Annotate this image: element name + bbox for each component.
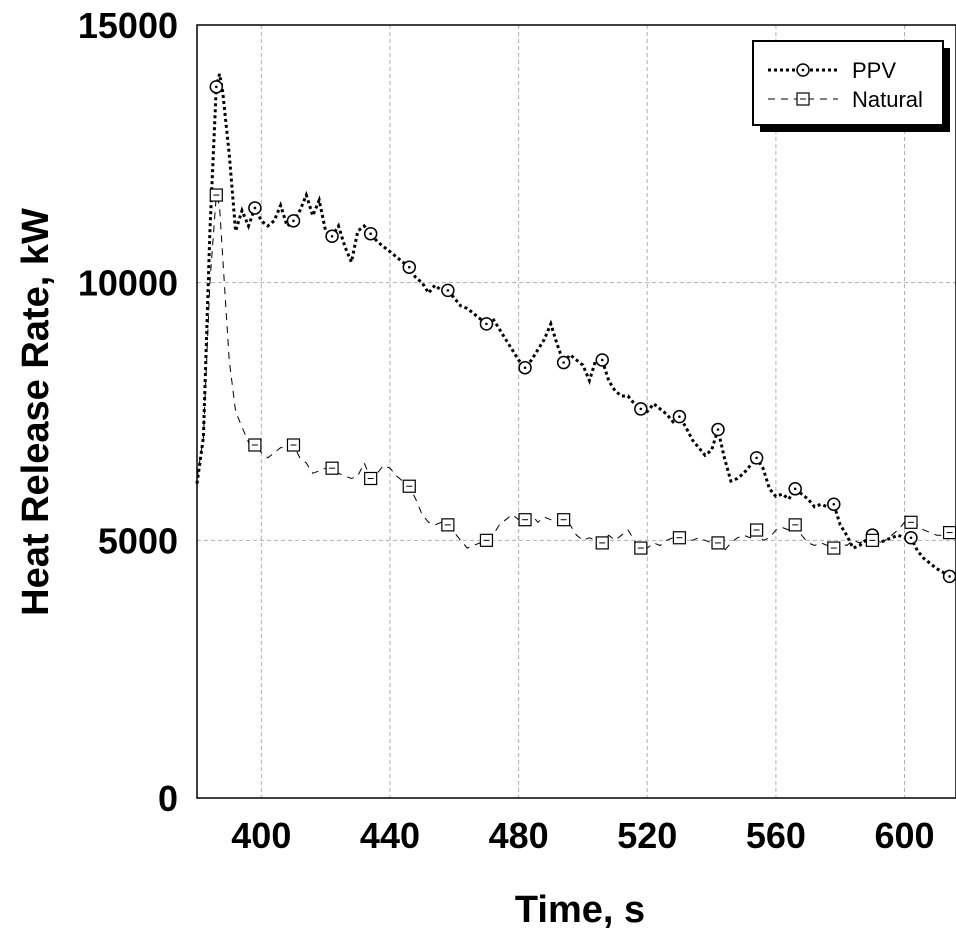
data-point-ppv-dot <box>485 322 488 326</box>
x-tick-label: 480 <box>489 815 549 856</box>
data-point-ppv-dot <box>909 536 913 540</box>
grid-lines <box>197 24 956 799</box>
y-axis-title: Heat Release Rate, kW <box>15 208 57 616</box>
data-point-ppv-dot <box>678 415 681 418</box>
legend: PPV Natural <box>752 40 950 132</box>
y-tick-label: 10000 <box>78 263 178 304</box>
x-tick-label: 560 <box>746 815 806 856</box>
y-tick-label: 15000 <box>78 5 178 46</box>
data-point-ppv-dot <box>948 575 951 578</box>
series-layer <box>195 73 956 584</box>
data-point-ppv-dot <box>755 456 758 460</box>
data-point-ppv-dot <box>369 232 372 236</box>
data-point-ppv-dot <box>253 206 257 210</box>
data-point-ppv-dot <box>793 487 797 491</box>
x-tick-label: 600 <box>875 815 935 856</box>
y-tick-label: 0 <box>158 778 178 819</box>
data-point-ppv-dot <box>600 358 604 362</box>
data-point-ppv-dot <box>562 361 565 364</box>
series-line-ppv <box>195 73 956 581</box>
legend-marker-ppv-dot <box>801 68 805 72</box>
series-natural <box>196 188 956 555</box>
data-point-ppv-dot <box>214 85 218 89</box>
y-tick-label: 5000 <box>98 520 178 561</box>
data-point-ppv-dot <box>446 289 450 292</box>
x-axis-title: Time, s <box>515 889 645 931</box>
x-tick-label: 400 <box>231 815 291 856</box>
data-point-ppv-dot <box>292 219 295 223</box>
data-point-ppv-dot <box>523 366 527 369</box>
data-point-ppv-dot <box>716 428 720 431</box>
y-tick-labels: 0 5000 10000 15000 <box>78 5 178 819</box>
data-point-ppv-dot <box>832 502 836 506</box>
plot-frame <box>196 24 956 799</box>
series-line-natural <box>196 194 956 552</box>
x-tick-label: 520 <box>617 815 677 856</box>
series-ppv <box>195 73 956 584</box>
data-point-ppv-dot <box>639 407 643 411</box>
x-tick-label: 440 <box>360 815 420 856</box>
legend-entry-natural: Natural <box>768 87 923 112</box>
legend-entry-ppv: PPV <box>768 58 896 83</box>
x-tick-labels: 400 440 480 520 560 600 <box>231 815 934 856</box>
legend-label-ppv: PPV <box>852 58 896 83</box>
legend-box <box>752 40 944 126</box>
data-point-ppv-dot <box>407 265 411 269</box>
legend-label-natural: Natural <box>852 87 923 112</box>
data-point-ppv-dot <box>330 234 334 238</box>
